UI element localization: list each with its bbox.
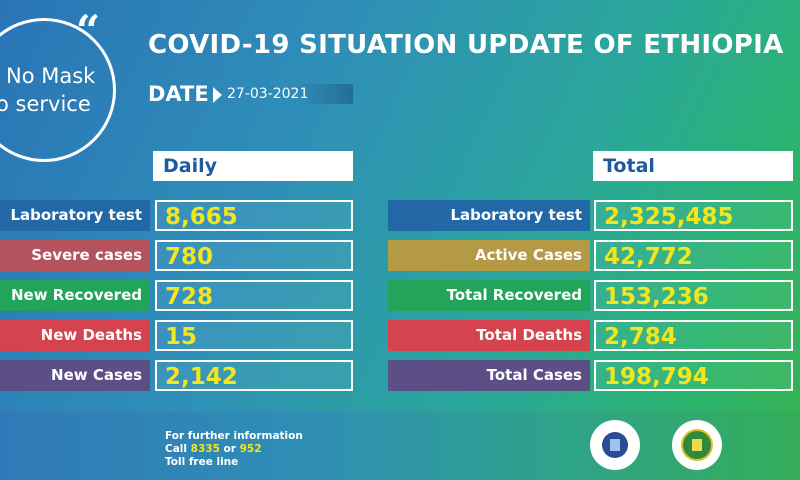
daily-label-new-cases: New Cases (0, 360, 150, 391)
daily-value-new-deaths: 15 (155, 320, 353, 351)
slogan-line-2: o service (0, 92, 91, 116)
daily-value-new-recovered: 728 (155, 280, 353, 311)
daily-value-new-cases: 2,142 (155, 360, 353, 391)
total-label-total-recovered: Total Recovered (388, 280, 590, 311)
footer: For further information Call 8335 or 952… (0, 412, 800, 480)
daily-label-laboratory-test: Laboratory test (0, 200, 150, 231)
footer-number-2: 952 (239, 443, 262, 455)
daily-label-severe-cases: Severe cases (0, 240, 150, 271)
total-value-active-cases: 42,772 (594, 240, 793, 271)
footer-call-line: Call 8335 or 952 (165, 443, 262, 455)
total-value-total-recovered: 153,236 (594, 280, 793, 311)
footer-number-1: 8335 (190, 443, 220, 455)
footer-toll-free-line: Toll free line (165, 456, 239, 468)
date-value: 27-03-2021 (225, 84, 353, 104)
daily-label-new-recovered: New Recovered (0, 280, 150, 311)
total-value-laboratory-test: 2,325,485 (594, 200, 793, 231)
footer-or: or (219, 443, 240, 455)
total-label-total-deaths: Total Deaths (388, 320, 590, 351)
slogan-line-1: No Mask (6, 64, 96, 88)
total-value-total-cases: 198,794 (594, 360, 793, 391)
ephi-logo-icon (590, 420, 640, 470)
moh-logo-icon (672, 420, 722, 470)
quote-mark-icon: “ (76, 6, 101, 55)
daily-header: Daily (153, 151, 353, 181)
date-arrow-icon (213, 87, 222, 103)
ephi-logo-core (602, 432, 628, 458)
daily-value-laboratory-test: 8,665 (155, 200, 353, 231)
date-label: DATE (148, 82, 209, 106)
slogan-bubble (0, 18, 116, 162)
moh-logo-core (681, 429, 713, 461)
total-label-active-cases: Active Cases (388, 240, 590, 271)
moh-logo-mark (692, 439, 702, 451)
footer-call-prefix: Call (165, 443, 191, 455)
page-title: COVID-19 SITUATION UPDATE OF ETHIOPIA (148, 30, 784, 60)
total-value-total-deaths: 2,784 (594, 320, 793, 351)
daily-value-severe-cases: 780 (155, 240, 353, 271)
total-label-laboratory-test: Laboratory test (388, 200, 590, 231)
daily-label-new-deaths: New Deaths (0, 320, 150, 351)
total-label-total-cases: Total Cases (388, 360, 590, 391)
total-header: Total (593, 151, 793, 181)
footer-info-line: For further information (165, 430, 303, 442)
ephi-logo-mark (610, 439, 620, 451)
